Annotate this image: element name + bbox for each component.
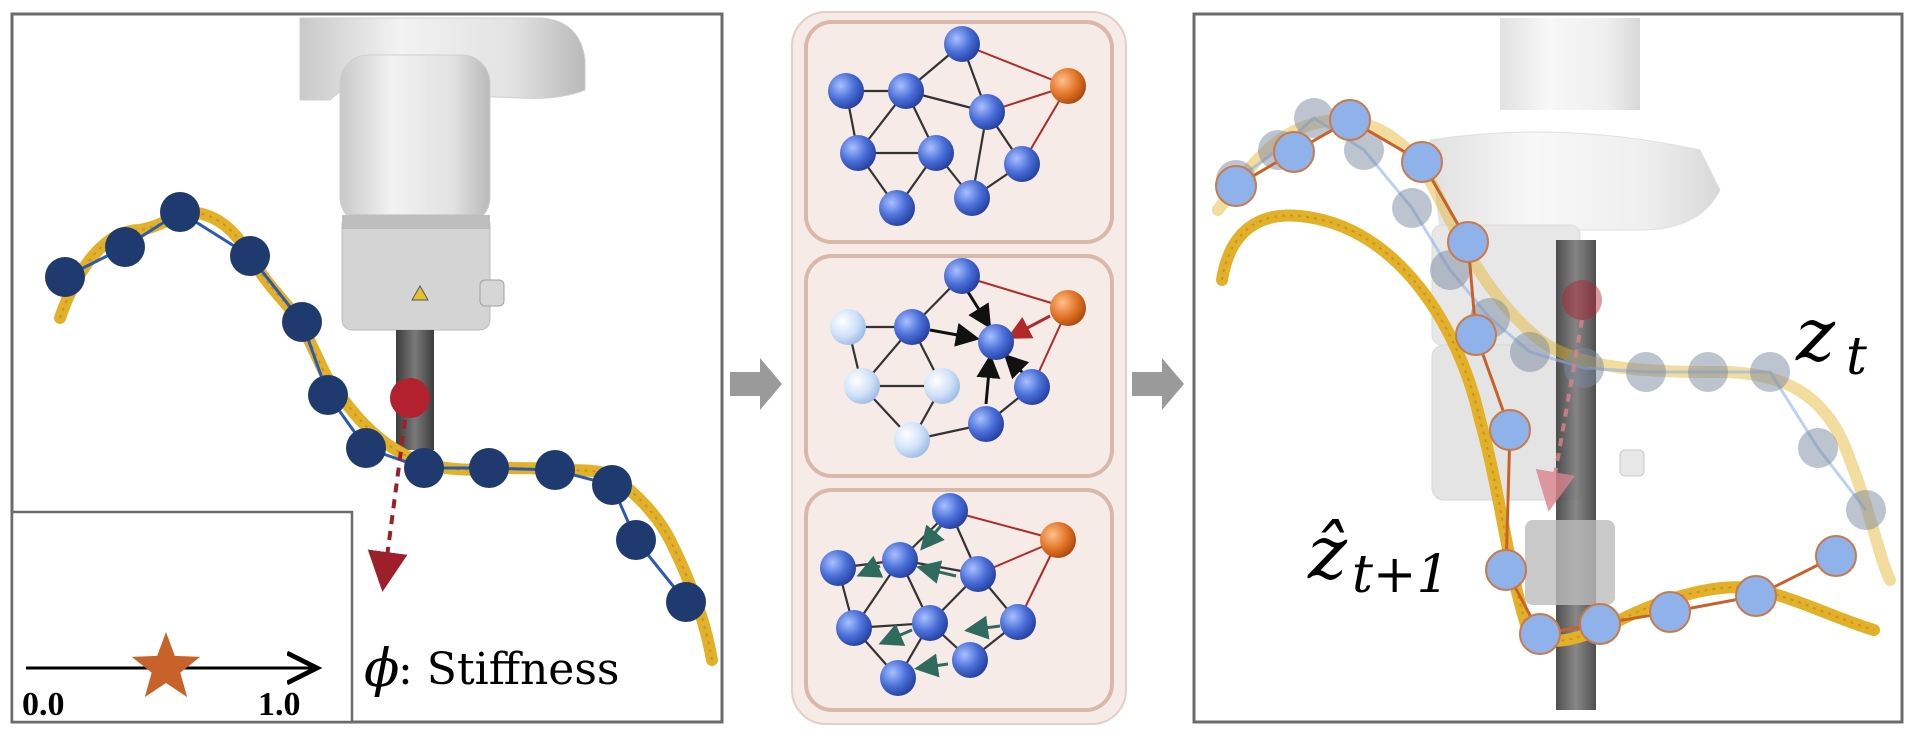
gnn-panel [791,11,1127,725]
predicted-state-nodes [1215,99,1857,655]
right-panel: z t ẑ t+1 [1192,12,1904,724]
predicted-state-label: ẑ [1307,510,1348,596]
gnn-card-update [804,488,1114,712]
star-icon [131,632,201,698]
parameter-symbol: ϕ [364,639,399,699]
current-state-label: z [1795,292,1836,378]
left-panel: 0.0 1.0 ϕ : Stiffness [10,12,724,724]
predicted-state-subscript: t+1 [1352,545,1450,605]
graph-nodes [828,26,1040,226]
slider-max-label: 1.0 [258,686,301,723]
parameter-label: : Stiffness [398,644,620,695]
flow-arrow-icon [1132,358,1184,410]
slider-min-label: 0.0 [22,686,65,723]
gnn-card-graph [804,20,1114,244]
gnn-card-aggregate [804,254,1114,478]
robot-arm-icon [299,17,586,450]
current-state-subscript: t [1846,327,1867,387]
gripper-point-icon [390,378,430,418]
particle-nodes [45,192,706,622]
flow-arrow-icon [730,358,782,410]
action-node [1050,68,1086,104]
